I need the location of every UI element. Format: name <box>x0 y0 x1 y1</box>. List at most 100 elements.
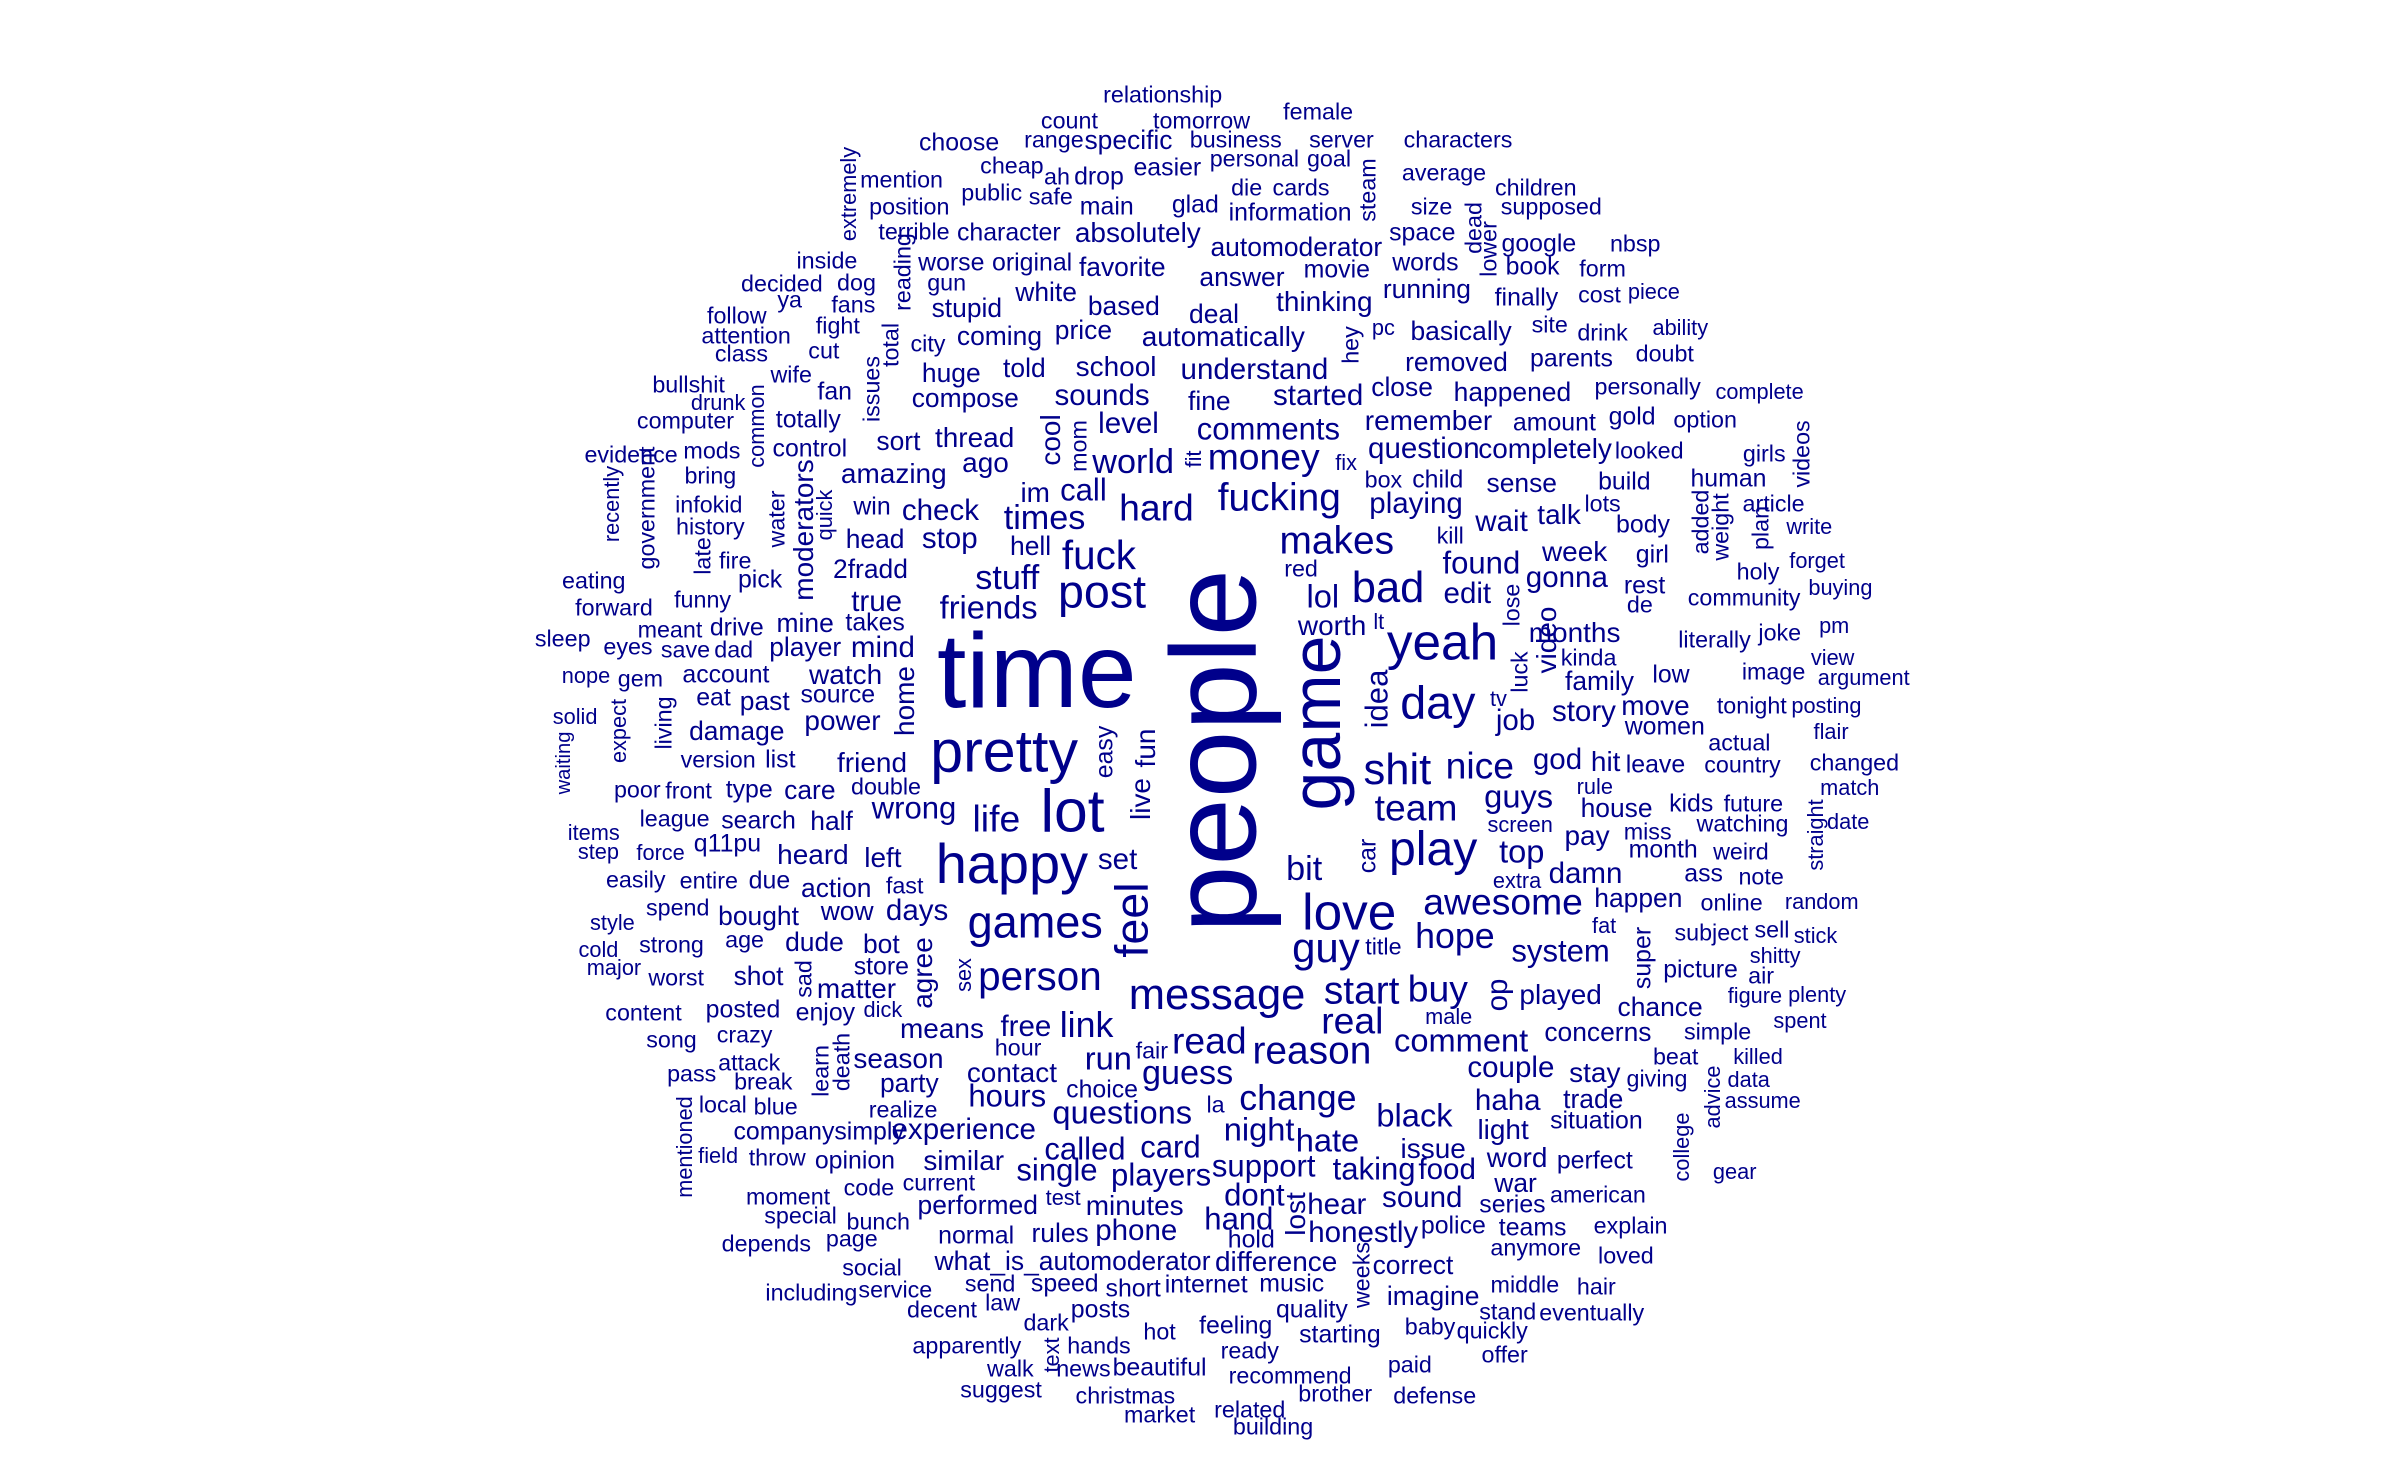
cloud-word: common <box>744 384 770 468</box>
cloud-word: told <box>1003 353 1046 384</box>
cloud-word: sounds <box>1054 379 1150 413</box>
cloud-word: real <box>1321 999 1384 1042</box>
cloud-word: hell <box>1010 530 1052 561</box>
cloud-word: answer <box>1199 261 1285 292</box>
cloud-word: cards <box>1272 174 1330 201</box>
cloud-word: basically <box>1410 315 1512 346</box>
cloud-word: chance <box>1617 992 1703 1023</box>
cloud-word: close <box>1371 371 1433 402</box>
cloud-word: giving <box>1626 1065 1688 1092</box>
cloud-word: apparently <box>912 1332 1022 1359</box>
cloud-word: male <box>1425 1003 1473 1029</box>
cloud-word: car <box>1353 839 1382 874</box>
cloud-word: cut <box>808 337 840 364</box>
cloud-word: plenty <box>1788 981 1847 1007</box>
cloud-word: wrong <box>871 790 957 826</box>
cloud-word: stuff <box>975 559 1040 598</box>
cloud-word: style <box>590 910 635 936</box>
cloud-word: food <box>1418 1153 1476 1187</box>
cloud-word: body <box>1616 510 1670 539</box>
cloud-word: movie <box>1303 256 1370 285</box>
cloud-word: living <box>650 696 677 750</box>
cloud-word: forward <box>575 594 653 621</box>
cloud-word: cool <box>1034 414 1066 466</box>
cloud-word: light <box>1477 1114 1529 1146</box>
cloud-word: fair <box>1135 1037 1168 1064</box>
cloud-word: gear <box>1712 1159 1757 1185</box>
cloud-word: actual <box>1708 729 1771 756</box>
cloud-word: funny <box>674 586 732 613</box>
cloud-word: la <box>1206 1091 1225 1118</box>
cloud-word: double <box>851 772 921 799</box>
cloud-word: concerns <box>1544 1016 1652 1047</box>
cloud-word: played <box>1519 978 1602 1010</box>
cloud-word: assume <box>1724 1087 1801 1113</box>
cloud-word: nice <box>1445 744 1514 787</box>
cloud-word: country <box>1704 751 1781 778</box>
cloud-word: holy <box>1736 558 1780 585</box>
cloud-word: ah <box>1044 163 1070 190</box>
cloud-word: favorite <box>1078 252 1166 283</box>
cloud-word: forget <box>1789 548 1845 574</box>
cloud-word: ability <box>1652 315 1709 341</box>
cloud-word: hold <box>1227 1225 1275 1254</box>
cloud-word: fans <box>831 291 876 317</box>
cloud-word: players <box>1111 1157 1212 1193</box>
cloud-word: months <box>1528 616 1621 648</box>
cloud-word: stick <box>1793 922 1838 948</box>
cloud-word: fucking <box>1217 476 1341 520</box>
cloud-word: spend <box>645 894 710 921</box>
cloud-word: moment <box>746 1183 831 1210</box>
cloud-word: wait <box>1475 505 1528 539</box>
cloud-word: dog <box>837 269 876 296</box>
cloud-word: fire <box>719 547 752 574</box>
cloud-word: pick <box>737 565 783 594</box>
cloud-word: based <box>1087 290 1160 321</box>
cloud-word: beat <box>1652 1043 1699 1070</box>
cloud-word: idea <box>1359 670 1395 729</box>
cloud-word: killed <box>1733 1044 1783 1070</box>
cloud-word: dude <box>785 926 844 957</box>
cloud-word: matter <box>816 972 897 1004</box>
cloud-word: loved <box>1598 1242 1654 1269</box>
cloud-word: removed <box>1405 346 1508 377</box>
cloud-word: person <box>978 952 1102 999</box>
cloud-word: hours <box>968 1078 1047 1114</box>
cloud-word: range <box>1024 126 1084 153</box>
cloud-word: season <box>853 1042 944 1074</box>
cloud-word: list <box>765 745 796 774</box>
cloud-word: spent <box>1773 1008 1827 1034</box>
cloud-word: drive <box>709 613 764 642</box>
cloud-word: entire <box>679 867 738 894</box>
cloud-word: parents <box>1530 344 1613 373</box>
cloud-word: performed <box>917 1189 1038 1220</box>
cloud-word: quick <box>812 489 838 540</box>
cloud-word: fan <box>817 377 852 406</box>
cloud-word: figure <box>1727 983 1783 1009</box>
cloud-word: change <box>1239 1078 1357 1119</box>
cloud-word: low <box>1652 660 1690 689</box>
cloud-word: women <box>1624 713 1705 742</box>
cloud-word: started <box>1273 379 1364 413</box>
cloud-word: hand <box>1204 1201 1274 1237</box>
cloud-word: companysimply <box>733 1117 905 1146</box>
cloud-word: bring <box>684 461 737 488</box>
cloud-word: family <box>1564 665 1634 696</box>
cloud-word: history <box>676 513 745 540</box>
cloud-word: situation <box>1550 1106 1643 1135</box>
cloud-word: poor <box>613 775 661 802</box>
cloud-word: shot <box>733 960 784 991</box>
cloud-word: store <box>853 952 909 981</box>
cloud-word: move <box>1621 689 1690 721</box>
cloud-word: late <box>688 537 715 576</box>
cloud-word: start <box>1323 969 1400 1013</box>
cloud-word: damage <box>689 715 785 746</box>
cloud-word: view <box>1810 644 1855 670</box>
cloud-word: decided <box>741 270 823 297</box>
cloud-word: hope <box>1415 916 1495 957</box>
cloud-word: pretty <box>930 718 1078 785</box>
cloud-word: sell <box>1754 915 1790 942</box>
cloud-word: white <box>1015 277 1077 308</box>
cloud-word: sense <box>1486 468 1557 499</box>
cloud-word: mom <box>1065 420 1092 472</box>
